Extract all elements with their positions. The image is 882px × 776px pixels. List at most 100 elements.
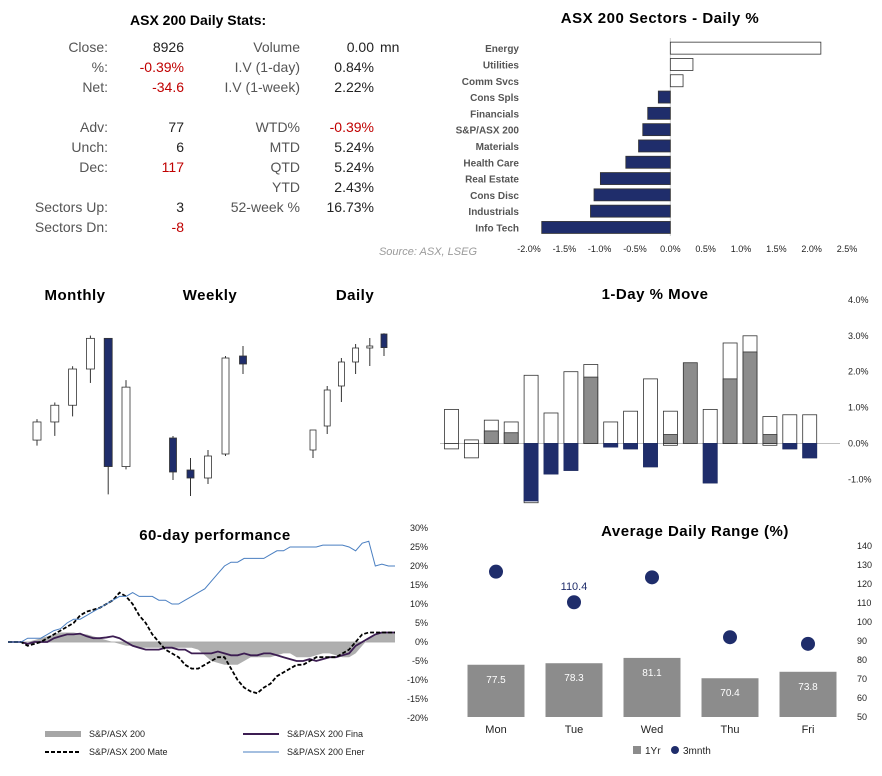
- candle-body: [323, 389, 331, 427]
- perf-y-tick: -10%: [407, 675, 428, 685]
- sector-label: S&P/ASX 200: [456, 126, 520, 137]
- perf-legend-label: S&P/ASX 200 Fina: [287, 729, 363, 739]
- avg-range-x-tick: Tue: [565, 724, 584, 736]
- stats-left-label: Close:: [68, 39, 108, 55]
- perf-y-tick: 0%: [415, 637, 428, 647]
- day-range-down-bar: [623, 443, 638, 450]
- avg-range-y-tick: 100: [857, 617, 872, 627]
- candle-body: [86, 337, 95, 370]
- day-range-up-bar: [444, 408, 459, 444]
- one-day-y-tick: 0.0%: [848, 439, 869, 449]
- day-range-up-bar: [663, 410, 678, 444]
- day-range-down-bar: [563, 443, 579, 471]
- day-range-down-bar: [702, 443, 718, 484]
- avg-range-3mnth-point: [801, 636, 815, 651]
- sector-bar: [669, 58, 694, 71]
- stats-left-value: 3: [176, 199, 184, 215]
- sector-label: Energy: [485, 44, 519, 55]
- stats-right-value: 0.00: [346, 39, 374, 55]
- day-net-pos-bar: [722, 378, 738, 444]
- sector-bar: [647, 106, 671, 120]
- sector-label: Real Estate: [465, 175, 519, 186]
- perf-legend-label: S&P/ASX 200: [89, 729, 145, 739]
- daily-candles-title: Daily: [335, 287, 375, 304]
- perf-y-tick: 5%: [415, 618, 428, 628]
- perf-y-tick: 15%: [410, 580, 428, 590]
- stats-right-value: 5.24%: [334, 159, 374, 175]
- sector-x-tick: -1.0%: [588, 244, 612, 254]
- sector-x-tick: 0.5%: [695, 244, 716, 254]
- day-range-down-bar: [643, 443, 658, 468]
- stats-left-label: Net:: [82, 79, 108, 95]
- stats-right-label: 52-week %: [230, 199, 300, 215]
- sectors-chart-title: ASX 200 Sectors - Daily %: [560, 10, 760, 27]
- day-range-up-bar: [563, 371, 579, 444]
- stats-right-label: Volume: [253, 39, 300, 55]
- avg-range-y-tick: 110: [857, 598, 871, 608]
- one-day-y-tick: 2.0%: [848, 367, 869, 377]
- day-net-pos-bar: [742, 351, 758, 444]
- candle-body: [380, 333, 388, 349]
- sector-x-tick: 2.5%: [837, 244, 858, 254]
- stats-left-label: Dec:: [79, 159, 108, 175]
- day-net-neg-bar: [523, 443, 539, 502]
- sector-x-tick: -0.5%: [623, 244, 647, 254]
- candle-body: [309, 429, 317, 451]
- day-range-up-bar: [523, 374, 539, 444]
- day-net-neg-bar: [702, 443, 718, 484]
- day-net-pos-bar: [483, 430, 499, 444]
- stats-title: ASX 200 Daily Stats:: [130, 12, 267, 28]
- sector-label: Utilities: [483, 60, 520, 71]
- avg-range-3mnth-point: [645, 570, 659, 585]
- avg-range-bar-label: 70.4: [720, 688, 740, 699]
- stats-left-label: Sectors Up:: [34, 199, 108, 215]
- candle-body: [239, 355, 247, 365]
- sector-bar: [657, 90, 671, 104]
- stats-right-value: 16.73%: [326, 199, 374, 215]
- sector-x-tick: 2.0%: [801, 244, 822, 254]
- day-net-neg-bar: [563, 443, 579, 471]
- day-net-pos-bar: [583, 376, 599, 444]
- avg-range-legend-1yr-label: 1Yr: [645, 746, 661, 757]
- avg-range-legend-1yr-swatch: [633, 746, 641, 754]
- stats-left-label: %:: [91, 59, 108, 75]
- candle-body: [169, 437, 177, 473]
- sector-x-tick: -1.5%: [553, 244, 577, 254]
- perf-series-line: [8, 591, 395, 695]
- avg-range-legend-3mnth-swatch: [671, 746, 679, 754]
- avg-range-bar-label: 73.8: [798, 682, 818, 693]
- one-day-y-tick: 1.0%: [848, 403, 869, 413]
- stats-right-label: QTD: [270, 159, 300, 175]
- avg-range-3mnth-point: [489, 564, 503, 579]
- sector-label: Comm Svcs: [462, 77, 520, 88]
- stats-left-value: -0.39%: [139, 59, 184, 75]
- perf-y-tick: -15%: [407, 694, 428, 704]
- stats-left-value: 8926: [152, 39, 184, 55]
- stats-right-value: 2.22%: [334, 79, 374, 95]
- one-day-y-tick: -1.0%: [848, 474, 872, 484]
- day-net-neg-bar: [802, 443, 818, 459]
- stats-right-value: 0.84%: [334, 59, 374, 75]
- avg-range-y-tick: 130: [857, 560, 872, 570]
- candle-body: [50, 404, 60, 423]
- stats-right-unit: mn: [380, 39, 400, 55]
- daily-stats-panel: ASX 200 Daily Stats: Close: 8926%: -0.39% N…: [0, 0, 440, 260]
- one-day-y-tick: 3.0%: [848, 331, 869, 341]
- day-range-down-bar: [802, 443, 818, 459]
- candle-body: [186, 469, 195, 479]
- stats-right-label: I.V (1-week): [224, 79, 300, 95]
- stats-left-value: 117: [161, 159, 184, 175]
- avg-range-1yr-bar: [623, 657, 681, 717]
- day-net-pos-bar: [663, 434, 678, 444]
- stats-right-value: 5.24%: [334, 139, 374, 155]
- perf-series-line: [8, 540, 395, 643]
- sector-bar: [669, 41, 822, 55]
- candle-body: [32, 421, 42, 441]
- stats-left-value: 77: [168, 119, 184, 135]
- sector-label: Materials: [476, 142, 520, 153]
- sector-bar: [669, 74, 684, 88]
- day-net-pos-bar: [503, 432, 519, 444]
- candle-body: [352, 347, 360, 363]
- candle-body: [103, 337, 113, 467]
- sector-bar: [638, 139, 671, 153]
